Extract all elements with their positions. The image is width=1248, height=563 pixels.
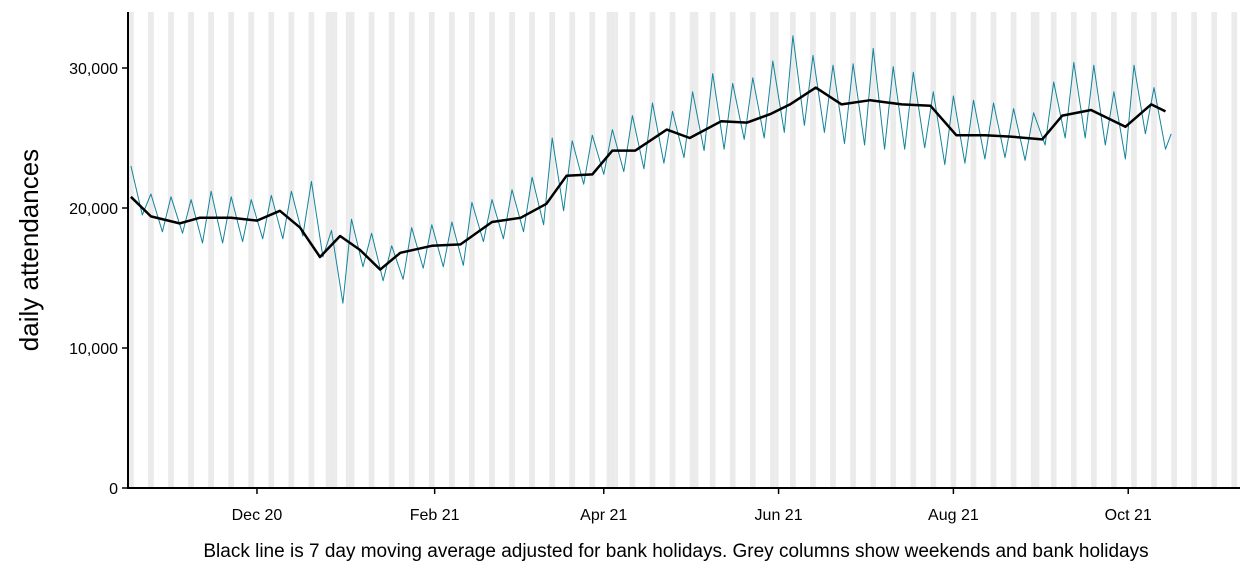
shaded-column bbox=[1070, 12, 1077, 488]
shaded-column bbox=[268, 12, 275, 488]
shaded-column bbox=[1171, 12, 1177, 488]
shaded-column bbox=[615, 12, 619, 488]
shaded-column bbox=[709, 12, 716, 488]
shaded-column bbox=[970, 12, 977, 488]
y-axis-label: daily attendances bbox=[14, 149, 44, 351]
shaded-column bbox=[308, 12, 315, 488]
shaded-column bbox=[990, 12, 997, 488]
shaded-column bbox=[368, 12, 375, 488]
shaded-column bbox=[529, 12, 535, 488]
shaded-column bbox=[208, 12, 214, 488]
shaded-column bbox=[606, 12, 610, 488]
shaded-column bbox=[589, 12, 596, 488]
shaded-column bbox=[769, 12, 776, 488]
shaded-column bbox=[870, 12, 877, 488]
shaded-column bbox=[288, 12, 295, 488]
shaded-column bbox=[569, 12, 576, 488]
shaded-column bbox=[128, 12, 134, 488]
shaded-column bbox=[1211, 12, 1218, 488]
x-tick-label: Oct 21 bbox=[1105, 507, 1152, 524]
x-tick-label: Aug 21 bbox=[928, 507, 979, 524]
y-tick-label: 20,000 bbox=[69, 201, 118, 218]
shaded-column bbox=[1036, 12, 1040, 488]
series-line bbox=[130, 35, 1172, 304]
shaded-column bbox=[549, 12, 556, 488]
shaded-column bbox=[509, 12, 515, 488]
series-line bbox=[130, 86, 1167, 271]
shaded-column bbox=[910, 12, 917, 488]
shaded-column bbox=[669, 12, 676, 488]
shaded-column bbox=[348, 12, 355, 488]
shaded-column bbox=[649, 12, 656, 488]
shaded-column bbox=[775, 12, 779, 488]
shaded-column bbox=[1050, 12, 1057, 488]
shaded-column bbox=[609, 12, 616, 488]
x-tick-label: Feb 21 bbox=[410, 507, 460, 524]
x-tick-label: Dec 20 bbox=[232, 507, 283, 524]
shaded-column bbox=[1231, 12, 1238, 488]
shaded-column bbox=[148, 12, 154, 488]
shaded-column bbox=[930, 12, 937, 488]
shaded-column bbox=[830, 12, 836, 488]
shaded-column bbox=[1030, 12, 1037, 488]
shaded-column bbox=[328, 12, 335, 488]
shaded-column bbox=[1090, 12, 1097, 488]
shaded-column bbox=[810, 12, 816, 488]
y-tick-label: 30,000 bbox=[69, 61, 118, 78]
shaded-column bbox=[448, 12, 455, 488]
shaded-column bbox=[729, 12, 736, 488]
shaded-column bbox=[950, 12, 957, 488]
shaded-column bbox=[469, 12, 475, 488]
shaded-column bbox=[188, 12, 194, 488]
shaded-column bbox=[695, 12, 699, 488]
shaded-column bbox=[345, 12, 349, 488]
shaded-column bbox=[629, 12, 636, 488]
shaded-column bbox=[489, 12, 495, 488]
shaded-column bbox=[850, 12, 856, 488]
shaded-column bbox=[168, 12, 174, 488]
line-layer bbox=[130, 35, 1172, 304]
y-tick-label: 0 bbox=[109, 481, 118, 498]
shaded-column bbox=[228, 12, 235, 488]
shaded-column bbox=[689, 12, 696, 488]
caption: Black line is 7 day moving average adjus… bbox=[203, 541, 1148, 562]
x-tick-label: Jun 21 bbox=[755, 507, 803, 524]
y-tick-label: 10,000 bbox=[69, 341, 118, 358]
shaded-column bbox=[1131, 12, 1137, 488]
shaded-column bbox=[388, 12, 395, 488]
shaded-column bbox=[790, 12, 796, 488]
shade-layer bbox=[128, 12, 1238, 488]
shaded-column bbox=[1111, 12, 1117, 488]
x-tick-label: Apr 21 bbox=[580, 507, 627, 524]
shaded-column bbox=[1010, 12, 1017, 488]
shaded-column bbox=[248, 12, 255, 488]
shaded-column bbox=[890, 12, 897, 488]
shaded-column bbox=[1191, 12, 1198, 488]
shaded-column bbox=[749, 12, 756, 488]
shaded-column bbox=[1151, 12, 1157, 488]
shaded-column bbox=[334, 12, 338, 488]
shaded-column bbox=[428, 12, 435, 488]
